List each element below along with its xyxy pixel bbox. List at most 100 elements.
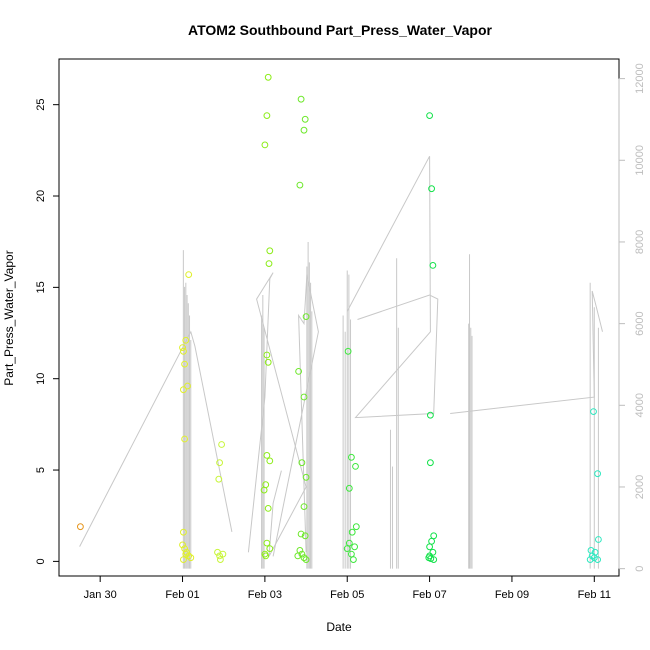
secondary-line-segment-4 [450, 290, 603, 414]
scatter-points [77, 73, 602, 563]
data-point-6 [184, 382, 191, 390]
y2-tick-label: 2000 [634, 475, 646, 499]
x-tick-label: Feb 09 [495, 589, 529, 601]
data-point-23 [219, 550, 227, 558]
data-point-7 [180, 386, 187, 394]
secondary-line-segment-1 [247, 272, 307, 557]
data-point-8 [181, 435, 189, 443]
data-point-21 [216, 552, 224, 560]
data-point-59 [352, 463, 359, 470]
data-point-73 [430, 532, 438, 540]
data-point-51 [301, 532, 309, 540]
data-point-16 [182, 550, 190, 558]
y2-tick-label: 10000 [634, 145, 646, 176]
data-point-41 [301, 115, 309, 123]
data-point-42 [300, 126, 308, 134]
y2-tick-label: 4000 [634, 393, 646, 417]
secondary-series [79, 155, 603, 569]
data-point-14 [187, 554, 195, 562]
data-point-86 [588, 552, 596, 560]
data-point-82 [594, 470, 601, 478]
data-point-64 [351, 543, 359, 551]
y2-tick-label: 8000 [634, 230, 646, 254]
data-point-30 [264, 358, 272, 366]
data-point-0 [77, 523, 84, 531]
data-point-72 [427, 459, 434, 467]
plot-frame [58, 58, 620, 577]
data-point-47 [298, 459, 306, 467]
data-point-48 [302, 473, 310, 481]
data-point-61 [352, 523, 360, 531]
data-point-49 [300, 503, 308, 511]
data-point-2 [180, 347, 187, 355]
data-point-3 [181, 360, 189, 368]
y-tick-label: 0 [35, 558, 47, 564]
x-axis: Jan 30 Feb 01 Feb 03 Feb 05 Feb 07 Feb 09 Feb … [84, 576, 611, 601]
data-point-15 [180, 556, 187, 563]
data-point-5 [185, 271, 193, 279]
data-point-32 [266, 457, 274, 465]
data-point-28 [265, 260, 273, 268]
data-point-44 [302, 313, 310, 321]
data-point-25 [263, 112, 271, 119]
data-point-46 [300, 393, 308, 401]
data-point-1 [179, 344, 186, 352]
y2-tick-label: 12000 [634, 63, 646, 94]
data-point-71 [427, 411, 434, 419]
y2-tick-label: 6000 [634, 311, 646, 335]
data-point-70 [429, 262, 437, 269]
data-point-22 [217, 556, 224, 563]
y-tick-label: 10 [35, 373, 47, 385]
data-point-81 [590, 408, 597, 416]
chart-title: ATOM2 Southbound Part_Press_Water_Vapor [188, 22, 492, 38]
data-point-37 [266, 545, 274, 552]
data-point-26 [261, 141, 269, 149]
x-tick-label: Feb 05 [330, 589, 364, 601]
data-point-67 [350, 556, 357, 563]
data-point-53 [298, 550, 306, 558]
data-point-27 [266, 247, 274, 255]
data-point-89 [586, 556, 594, 563]
data-point-43 [296, 181, 304, 189]
y2-axis: 0 2000 4000 6000 8000 10000 12000 [618, 63, 646, 572]
data-point-18 [216, 459, 224, 467]
data-point-60 [345, 484, 353, 492]
data-point-68 [426, 112, 434, 119]
data-point-65 [343, 545, 351, 552]
data-point-69 [428, 185, 436, 193]
y-tick-label: 25 [35, 99, 47, 111]
data-point-17 [218, 441, 226, 448]
data-point-87 [590, 554, 598, 562]
data-point-58 [348, 453, 355, 461]
secondary-line-segment-0 [79, 330, 233, 547]
data-point-76 [429, 548, 437, 556]
x-tick-label: Jan 30 [84, 589, 117, 601]
data-point-79 [430, 556, 438, 563]
data-point-88 [594, 556, 601, 563]
y2-tick-label: 0 [634, 566, 646, 572]
y-axis: 0 5 10 15 20 25 [35, 99, 59, 564]
data-point-55 [302, 556, 310, 563]
data-point-19 [215, 475, 223, 483]
y-axis-label: Part_Press_Water_Vapor [2, 250, 16, 385]
x-tick-label: Feb 01 [165, 589, 199, 601]
data-point-24 [264, 73, 272, 81]
x-tick-label: Feb 11 [578, 589, 611, 601]
y-tick-label: 5 [35, 467, 47, 473]
data-point-62 [348, 528, 356, 536]
data-point-45 [295, 368, 303, 375]
x-tick-label: Feb 03 [248, 589, 282, 601]
data-point-83 [595, 536, 602, 543]
data-point-31 [263, 452, 271, 459]
data-point-10 [179, 541, 186, 549]
data-point-29 [263, 351, 271, 359]
data-point-39 [262, 552, 270, 560]
data-point-74 [428, 537, 436, 545]
data-point-9 [180, 528, 187, 536]
data-point-40 [297, 95, 305, 103]
data-point-57 [344, 347, 352, 355]
x-tick-label: Feb 07 [412, 589, 446, 601]
data-point-56 [294, 552, 302, 560]
data-point-54 [300, 554, 308, 562]
